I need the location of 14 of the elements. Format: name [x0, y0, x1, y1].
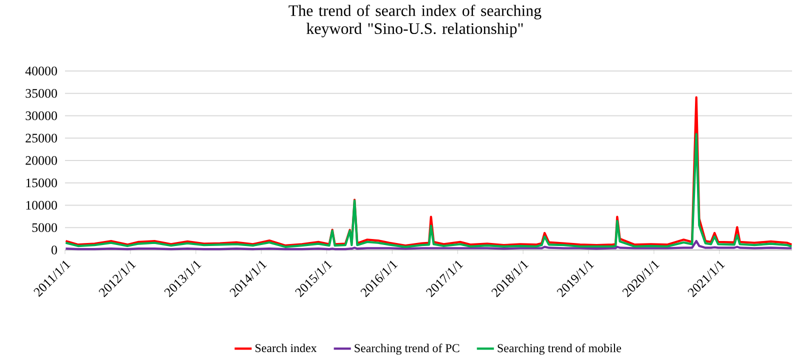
legend-label: Searching trend of mobile: [498, 344, 622, 355]
y-tick-label: 35000: [26, 89, 58, 98]
y-tick-label: 20000: [26, 156, 58, 165]
line-series: [64, 96, 793, 247]
legend-label: Search index: [256, 344, 317, 352]
y-tick-label: 40000: [25, 66, 58, 76]
y-tick-label: 10000: [26, 200, 58, 210]
y-tick-label: 25000: [26, 134, 58, 142]
y-tick-label: 15000: [26, 178, 58, 188]
chart-title: The trend of search index of searching keyword "Sino-U.S. relationship": [288, 4, 542, 38]
y-tick-label: 30000: [26, 111, 58, 120]
y-tick-label: 5000: [32, 223, 58, 232]
y-tick-label: 0: [52, 246, 58, 254]
legend-label: Searching trend of PC: [354, 344, 460, 355]
